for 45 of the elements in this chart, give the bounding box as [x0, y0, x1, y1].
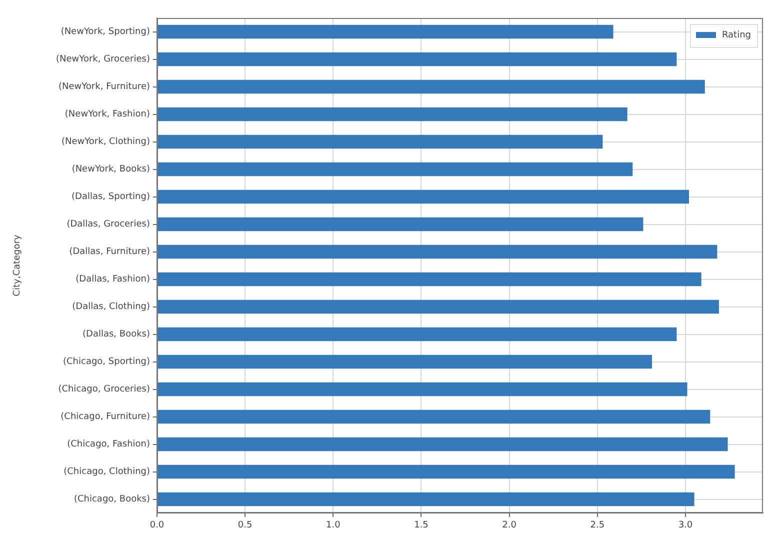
y-tick-label: (NewYork, Sporting): [60, 27, 150, 38]
y-tick-label: (Chicago, Clothing): [64, 467, 150, 478]
bar: [158, 24, 614, 39]
bar: [158, 190, 690, 204]
bar: [158, 300, 719, 314]
bar: [158, 244, 718, 259]
bar: [158, 464, 735, 479]
y-tick-label: (Dallas, Clothing): [72, 302, 150, 312]
bar: [158, 107, 628, 122]
bar: [158, 410, 710, 424]
x-tick-label: 2.5: [590, 520, 605, 531]
bar: [158, 327, 677, 342]
bar: [158, 80, 705, 94]
y-tick-label: (Dallas, Sporting): [72, 192, 150, 202]
y-tick-label: (NewYork, Books): [72, 164, 150, 175]
y-tick-label: (NewYork, Clothing): [61, 137, 150, 148]
y-axis-title: City,Category: [12, 234, 23, 296]
bar: [158, 217, 644, 232]
y-tick-label: (NewYork, Groceries): [56, 54, 150, 65]
y-tick-label: (Chicago, Groceries): [58, 384, 150, 395]
x-tick-label: 2.0: [502, 520, 517, 531]
bar: [158, 52, 677, 66]
bar: [158, 437, 728, 452]
y-tick-label: (Dallas, Fashion): [76, 274, 150, 285]
bar: [158, 492, 694, 506]
y-tick-label: (Chicago, Furniture): [60, 412, 150, 422]
y-tick-label: (Chicago, Fashion): [67, 440, 150, 450]
x-tick-label: 3.0: [678, 520, 693, 531]
y-tick-label: (NewYork, Furniture): [58, 82, 150, 92]
y-tick-label: (Chicago, Books): [74, 494, 150, 505]
legend-label: Rating: [722, 30, 752, 40]
y-tick-label: (NewYork, Fashion): [64, 110, 150, 120]
y-tick-label: (Dallas, Furniture): [69, 247, 150, 258]
x-tick-label: 0.5: [238, 520, 252, 531]
bar: [158, 382, 688, 396]
bar: [158, 272, 702, 286]
y-tick-label: (Dallas, Groceries): [66, 220, 150, 230]
y-tick-label: (Dallas, Books): [82, 330, 150, 340]
y-tick-label: (Chicago, Sporting): [63, 357, 150, 368]
x-tick-label: 0.0: [150, 520, 164, 531]
x-tick-label: 1.5: [414, 520, 428, 531]
bar: [158, 354, 652, 369]
x-tick-label: 1.0: [326, 520, 341, 531]
bar: [158, 162, 633, 176]
bar: [158, 134, 603, 149]
